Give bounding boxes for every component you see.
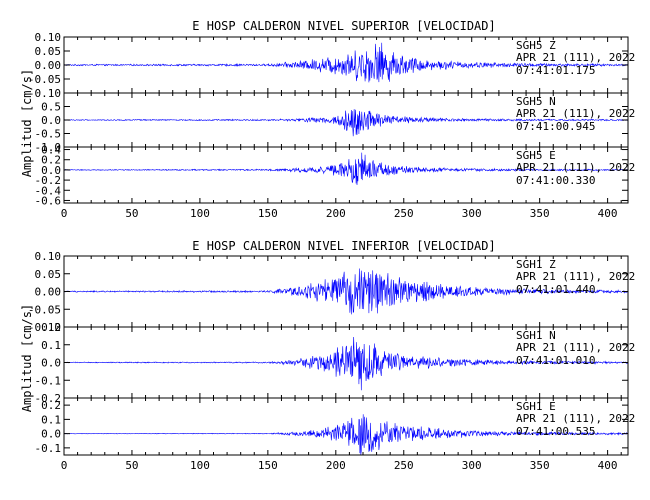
y-tick-label: 0.1 — [41, 339, 61, 352]
x-tick-label: 350 — [530, 207, 550, 220]
x-tick-label: 0 — [61, 207, 68, 220]
x-tick-label: 400 — [598, 459, 618, 472]
x-tick-label: 300 — [462, 459, 482, 472]
waveform-trace — [63, 109, 628, 137]
y-tick-label: 0.4 — [41, 144, 61, 157]
panel-inferior: E HOSP CALDERON NIVEL INFERIOR [VELOCIDA… — [20, 239, 635, 472]
waveform-trace — [63, 336, 628, 391]
x-tick-label: 50 — [125, 459, 138, 472]
x-tick-label: 200 — [326, 459, 346, 472]
station-label: SGH1 Z — [516, 258, 556, 271]
y-tick-label: 0.0 — [41, 164, 61, 177]
record-date: APR 21 (111), 2022 — [516, 412, 635, 425]
y-tick-label: -0.2 — [35, 392, 62, 405]
record-date: APR 21 (111), 2022 — [516, 341, 635, 354]
panel-title-superior: E HOSP CALDERON NIVEL SUPERIOR [VELOCIDA… — [192, 19, 495, 33]
record-date: APR 21 (111), 2022 — [516, 270, 635, 283]
x-tick-label: 400 — [598, 207, 618, 220]
y-tick-label: 0.2 — [41, 399, 61, 412]
x-tick-label: 350 — [530, 459, 550, 472]
y-tick-label: -0.1 — [35, 374, 62, 387]
y-tick-label: 0.00 — [35, 59, 62, 72]
waveform-trace — [63, 414, 628, 455]
x-tick-label: 150 — [258, 459, 278, 472]
record-time: 07:41:00.945 — [516, 120, 595, 133]
record-time: 07:41:00.330 — [516, 174, 595, 187]
y-tick-label: -0.6 — [35, 194, 62, 207]
y-tick-label: -0.4 — [35, 184, 62, 197]
y-tick-label: -0.5 — [35, 128, 62, 141]
record-date: APR 21 (111), 2022 — [516, 161, 635, 174]
waveform-trace — [63, 42, 628, 83]
x-tick-label: 100 — [190, 207, 210, 220]
x-tick-label: 300 — [462, 207, 482, 220]
y-axis-label-superior: Amplitud [cm/s] — [20, 69, 34, 177]
station-label: SGH5 Z — [516, 39, 556, 52]
y-tick-label: -0.10 — [28, 321, 61, 334]
x-tick-label: 50 — [125, 207, 138, 220]
y-tick-label: 0.0 — [41, 428, 61, 441]
x-tick-label: 150 — [258, 207, 278, 220]
y-tick-label: -1.0 — [35, 141, 62, 154]
station-label: SGH1 N — [516, 329, 556, 342]
station-label: SGH1 E — [516, 400, 556, 413]
y-tick-label: 0.2 — [41, 154, 61, 167]
record-time: 07:41:00.535 — [516, 425, 595, 438]
x-tick-label: 250 — [394, 207, 414, 220]
x-tick-label: 0 — [61, 459, 68, 472]
waveform-trace — [63, 268, 628, 315]
record-date: APR 21 (111), 2022 — [516, 51, 635, 64]
trace-frame — [63, 397, 629, 456]
panel-superior: E HOSP CALDERON NIVEL SUPERIOR [VELOCIDA… — [20, 19, 635, 220]
trace-frame — [63, 146, 629, 204]
waveform-trace — [63, 152, 628, 186]
y-tick-label: 0.0 — [41, 357, 61, 370]
y-tick-label: 0.5 — [41, 101, 61, 114]
y-tick-label: 0.05 — [35, 268, 62, 281]
y-tick-label: -0.10 — [28, 87, 61, 100]
y-tick-label: 0.1 — [41, 413, 61, 426]
panel-title-inferior: E HOSP CALDERON NIVEL INFERIOR [VELOCIDA… — [192, 239, 495, 253]
record-time: 07:41:01.010 — [516, 354, 595, 367]
y-tick-label: 0.05 — [35, 45, 62, 58]
y-tick-label: -0.2 — [35, 174, 62, 187]
y-tick-label: 0.2 — [41, 321, 61, 334]
y-tick-label: -0.05 — [28, 303, 61, 316]
y-axis-label-inferior: Amplitud [cm/s] — [20, 304, 34, 412]
x-tick-label: 250 — [394, 459, 414, 472]
y-tick-label: -0.05 — [28, 73, 61, 86]
x-tick-label: 200 — [326, 207, 346, 220]
station-label: SGH5 E — [516, 149, 556, 162]
station-label: SGH5 N — [516, 95, 556, 108]
y-tick-label: 0.00 — [35, 286, 62, 299]
y-tick-label: 0.0 — [41, 114, 61, 127]
y-tick-label: -0.1 — [35, 442, 62, 455]
y-tick-label: 0.10 — [35, 31, 62, 44]
record-time: 07:41:01.440 — [516, 283, 595, 296]
record-date: APR 21 (111), 2022 — [516, 107, 635, 120]
x-tick-label: 100 — [190, 459, 210, 472]
record-time: 07:41:01.175 — [516, 64, 595, 77]
y-tick-label: 0.10 — [35, 250, 62, 263]
